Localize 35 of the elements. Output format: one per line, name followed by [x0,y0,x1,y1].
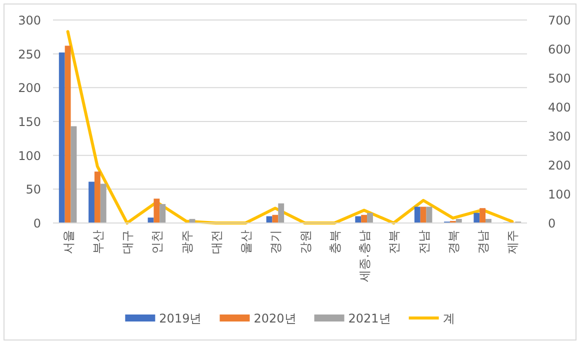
y2-tick-label: 300 [548,130,571,144]
x-tick-label: 광주 [180,230,194,254]
x-tick-label: 세종.충남 [358,230,372,282]
x-tick-label: 제주 [506,230,520,254]
x-tick-label: 전남 [416,230,431,254]
y-tick-label: 100 [18,148,41,163]
y2-tick-label: 0 [548,216,556,230]
x-tick-label: 인천 [150,230,164,254]
y-tick-label: 150 [18,115,41,129]
x-tick-label: 전북 [387,230,402,254]
x-tick-label: 경북 [446,230,460,254]
y2-tick-label: 500 [548,72,571,86]
y-tick-label: 0 [33,216,41,230]
y-tick-label: 300 [18,14,41,28]
x-tick-label: 경남 [476,230,490,254]
x-tick-label: 강원 [298,230,312,254]
x-tick-label: 대구 [120,230,135,254]
y2-tick-label: 600 [548,42,571,56]
y-tick-label: 50 [26,182,41,197]
y2-tick-label: 200 [548,158,571,172]
x-tick-label: 서울 [61,230,76,254]
legend-label: 2020년 [254,312,296,326]
y2-tick-label: 400 [548,100,571,114]
y2-tick-label: 700 [548,14,571,28]
y2-tick-label: 100 [548,188,571,202]
x-tick-label: 경기 [268,230,283,254]
y-tick-label: 200 [18,81,41,96]
legend-label: 계 [442,312,455,326]
x-tick-label: 울산 [239,230,254,254]
legend-label: 2021년 [348,312,391,326]
legend-label: 2019년 [159,312,202,326]
x-tick-label: 대전 [209,230,224,254]
x-tick-label: 부산 [90,230,105,254]
x-tick-label: 충북 [328,230,342,254]
y-tick-label: 250 [18,47,41,62]
